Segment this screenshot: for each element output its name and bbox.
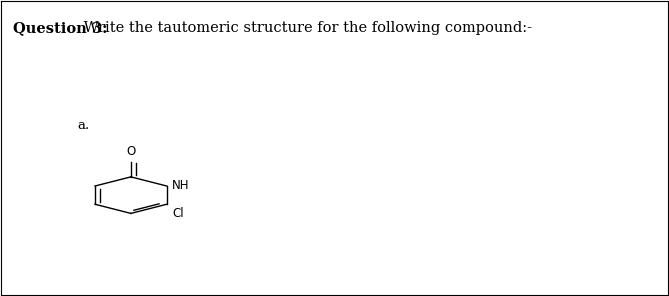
Text: NH: NH — [172, 179, 189, 192]
Text: Cl: Cl — [172, 207, 184, 220]
Text: O: O — [126, 145, 136, 158]
Text: Question 3:: Question 3: — [13, 21, 107, 35]
Text: Write the tautomeric structure for the following compound:-: Write the tautomeric structure for the f… — [80, 21, 533, 35]
Text: a.: a. — [78, 118, 90, 131]
